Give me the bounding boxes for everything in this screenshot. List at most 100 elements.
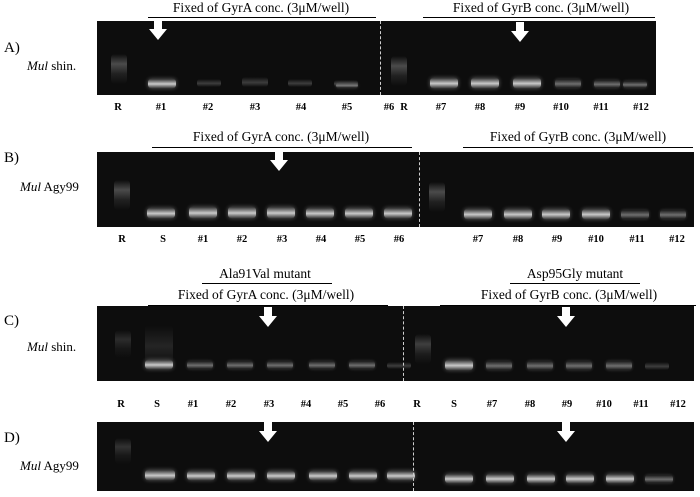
gel-band — [187, 471, 215, 480]
gel-band — [145, 360, 173, 369]
gel-band — [147, 208, 175, 218]
gel-band — [187, 361, 213, 369]
panel-label-b: B) — [4, 150, 19, 166]
lane-label: #10 — [588, 234, 604, 245]
gel-band — [471, 78, 499, 88]
arrow-down-icon — [259, 307, 277, 327]
gel-smear — [145, 326, 173, 366]
species-genus-c: Mul — [27, 339, 48, 354]
species-genus-b: Mul — [20, 179, 41, 194]
species-strain-a: shin. — [47, 58, 77, 73]
gel-divider — [413, 422, 414, 491]
arrow-down-icon — [557, 422, 575, 442]
gel-band — [189, 207, 217, 218]
gel-band — [148, 79, 176, 88]
gel-band — [445, 474, 473, 483]
gel-band — [197, 79, 221, 87]
gel-band — [430, 78, 458, 88]
lane-label: #3 — [249, 102, 261, 113]
lane-label: #4 — [315, 234, 327, 245]
gel-band — [309, 361, 335, 369]
lane-label: #4 — [295, 102, 307, 113]
gel-band — [582, 209, 610, 219]
gel-band — [227, 361, 253, 369]
gel-band — [504, 209, 532, 219]
lane-label: R — [118, 234, 126, 245]
gel-image-c — [97, 306, 694, 381]
bracket-c-left — [148, 305, 388, 306]
lane-label: R — [117, 399, 125, 410]
arrow-down-icon — [149, 20, 167, 40]
ladder-band — [429, 182, 445, 212]
gel-band — [566, 474, 594, 483]
lane-label: #7 — [486, 399, 498, 410]
gel-band — [623, 81, 647, 88]
ladder-band — [115, 438, 131, 464]
mutant-title-c-right: Asp95Gly mutant — [526, 266, 624, 281]
gel-band — [606, 361, 632, 370]
gel-band — [384, 208, 412, 218]
ladder-band — [115, 330, 131, 358]
lane-label: #11 — [633, 399, 649, 410]
gel-image-d — [97, 422, 694, 491]
gel-image-b — [97, 152, 694, 227]
panel-label-c: C) — [4, 313, 19, 329]
lane-label: #9 — [561, 399, 573, 410]
panel-label-d: D) — [4, 430, 20, 446]
bracket-c-mutant-right — [510, 283, 640, 284]
gel-band — [606, 474, 634, 483]
bracket-b-left — [152, 147, 412, 148]
lane-label: #2 — [202, 102, 214, 113]
lane-label: #1 — [155, 102, 167, 113]
gel-band — [645, 475, 673, 483]
lane-label: #11 — [629, 234, 645, 245]
lane-label: #2 — [236, 234, 248, 245]
gel-band — [486, 474, 514, 483]
bracket-b-right — [463, 147, 693, 148]
lane-label: S — [154, 399, 160, 410]
gel-band — [227, 471, 255, 480]
species-label-c: Mul shin. — [27, 339, 76, 355]
ladder-band — [114, 180, 130, 210]
lane-label: #1 — [187, 399, 199, 410]
bracket-c-right — [440, 305, 696, 306]
lane-label: #4 — [300, 399, 312, 410]
panel-label-a: A) — [4, 40, 20, 56]
lane-label: #6 — [393, 234, 405, 245]
group-title-b-right: Fixed of GyrB conc. (3μM/well) — [489, 129, 667, 144]
gel-divider — [380, 21, 381, 95]
species-strain-b: Agy99 — [40, 179, 79, 194]
gel-band — [306, 208, 334, 218]
gel-band — [387, 471, 415, 480]
lane-label: #8 — [512, 234, 524, 245]
species-strain-c: shin. — [47, 339, 77, 354]
species-genus-a: Mul — [27, 58, 48, 73]
species-genus-d: Mul — [20, 458, 41, 473]
gel-band — [349, 361, 375, 369]
lane-label: #5 — [341, 102, 353, 113]
lane-label: #10 — [596, 399, 612, 410]
gel-band — [527, 474, 555, 483]
gel-band — [486, 361, 512, 370]
lane-label: #3 — [276, 234, 288, 245]
gel-band — [349, 471, 377, 480]
lane-label: #7 — [435, 102, 447, 113]
bracket-c-mutant-left — [202, 283, 332, 284]
lane-label: #10 — [553, 102, 569, 113]
lane-label: R — [413, 399, 421, 410]
arrow-down-icon — [511, 22, 529, 42]
gel-band — [387, 362, 411, 369]
gel-band — [288, 79, 312, 87]
lane-label: #6 — [374, 399, 386, 410]
group-title-b-left: Fixed of GyrA conc. (3μM/well) — [192, 129, 370, 144]
mutant-title-c-left: Ala91Val mutant — [219, 266, 311, 281]
lane-label: #8 — [474, 102, 486, 113]
species-strain-d: Agy99 — [40, 458, 79, 473]
ladder-band — [415, 334, 431, 364]
gel-band — [445, 360, 473, 370]
gel-band — [267, 361, 293, 369]
gel-band — [145, 470, 175, 480]
gel-divider — [403, 306, 404, 381]
gel-band — [660, 210, 686, 219]
lane-label: S — [160, 234, 166, 245]
